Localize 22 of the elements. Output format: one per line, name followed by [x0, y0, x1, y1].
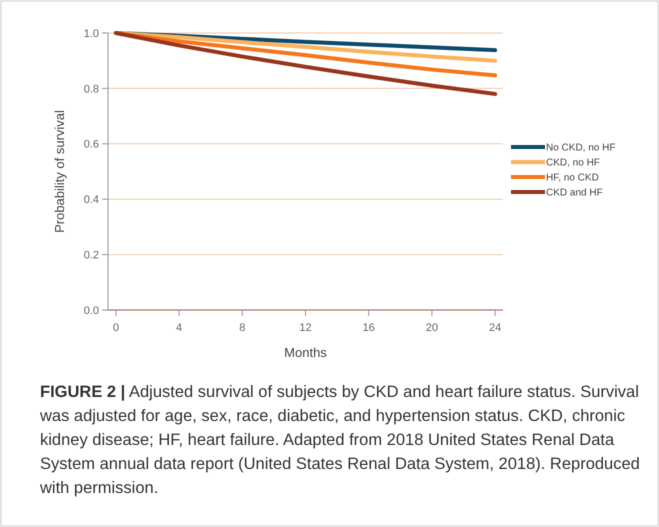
x-tick-label: 12: [299, 322, 312, 334]
y-tick-label: 0.6: [84, 138, 99, 151]
y-tick-label: 0.0: [84, 304, 99, 317]
x-tick-label: 20: [426, 322, 438, 334]
y-tick-label: 0.4: [84, 194, 99, 206]
x-tick-label: 0: [112, 322, 119, 334]
y-tick-label: 0.8: [84, 83, 99, 96]
legend-label: HF, no CKD: [546, 172, 599, 184]
line-series: [114, 31, 498, 96]
x-tick-label: 24: [488, 322, 502, 334]
legend-label: CKD and HF: [546, 188, 603, 198]
x-tick-label: 16: [362, 322, 375, 334]
x-axis-title: Months: [284, 345, 328, 360]
y-axis-title: Probability of survival: [52, 110, 67, 233]
y-tick-label: 0.2: [84, 249, 99, 262]
line-series: [114, 31, 498, 63]
legend-label: No CKD, no HF: [546, 142, 616, 154]
legend-label: CKD, no HF: [546, 158, 600, 168]
y-tick-label: 1.0: [84, 28, 99, 40]
x-tick-label: 8: [239, 322, 246, 334]
x-tick-label: 4: [176, 322, 182, 334]
caption: FIGURE 2 | Adjusted survival of subjects by CKD and heart failure status. Survival was adjusted for age, sex, race, diabetic, and hypertension status. CKD, chronic kidney disease; HF, heart failure. Adapted from 2018 United States Renal Data System annual data report (United States Renal Data System, 2018). Reproduced with permission.: [40, 382, 640, 499]
